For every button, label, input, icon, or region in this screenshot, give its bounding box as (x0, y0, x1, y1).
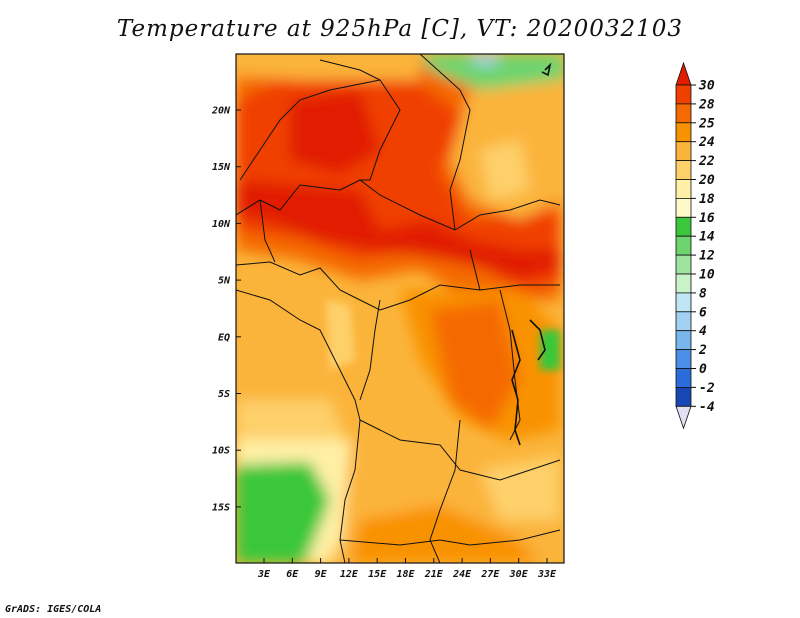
lon-tick-label: 33E (537, 569, 557, 580)
colorbar-label: 6 (699, 305, 707, 320)
country-borders (236, 54, 561, 563)
colorbar-label: 30 (698, 79, 715, 94)
lon-tick-label: 21E (424, 569, 444, 580)
colorbar-segment (675, 179, 692, 199)
colorbar-segment (675, 141, 692, 161)
credit-label: GrADS: IGES/COLA (5, 604, 102, 615)
longitude-axis: 3E 6E 9E 12E 15E 18E 21E 24E 27E 30E 33E (257, 558, 557, 580)
chart-title: Temperature at 925hPa [C], VT: 202003210… (116, 16, 684, 42)
colorbar-segment (675, 368, 692, 388)
colorbar-label: 12 (699, 249, 715, 264)
colorbar-segment (675, 235, 692, 256)
lon-tick-label: 3E (257, 569, 271, 580)
lat-tick-label: 15N (212, 162, 231, 173)
colorbar-segment (675, 330, 692, 351)
colorbar-segment (675, 311, 692, 332)
lon-tick-label: 12E (340, 569, 359, 580)
colorbar-under-arrow (675, 405, 692, 430)
lat-tick-label: 15S (212, 502, 230, 513)
colorbar-label: 2 (698, 343, 707, 358)
lon-tick-label: 15E (368, 569, 387, 580)
lon-tick-label: 24E (452, 569, 472, 580)
colorbar-segment (675, 103, 692, 124)
latitude-axis: 20N 15N 10N 5N EQ 5S 10S 15S (211, 106, 241, 513)
temperature-field (236, 54, 564, 563)
lat-tick-label: 10N (212, 219, 231, 230)
colorbar-label: 10 (699, 268, 715, 283)
colorbar-label: -2 (699, 381, 715, 396)
lat-tick-label: 5S (218, 389, 230, 400)
colorbar-segment (675, 273, 692, 294)
lon-tick-label: 6E (286, 569, 299, 580)
colorbar-segment (675, 84, 692, 105)
colorbar-label: 25 (698, 116, 715, 131)
lon-tick-label: 27E (480, 569, 500, 580)
colorbar-label: 18 (699, 192, 715, 207)
colorbar-segment (675, 386, 692, 407)
colorbar-label: 20 (698, 173, 715, 188)
colorbar-segment (675, 292, 692, 313)
colorbar-segment (675, 122, 692, 143)
colorbar-segment (675, 216, 692, 237)
colorbar-label: 4 (699, 324, 707, 339)
colorbar-label: 14 (699, 230, 715, 245)
colorbar-label: 16 (699, 211, 715, 226)
colorbar-label: 22 (698, 154, 715, 169)
lon-tick-label: 18E (396, 569, 415, 580)
map-frame (235, 53, 565, 564)
colorbar-over-arrow (675, 61, 692, 86)
colorbar-label: 8 (699, 286, 707, 301)
colorbar-label: 24 (698, 135, 715, 150)
colorbar-label: 0 (699, 362, 707, 377)
lon-tick-label: 30E (509, 569, 529, 580)
lat-tick-label: 5N (218, 276, 231, 287)
lon-tick-label: 9E (315, 569, 328, 580)
lat-tick-label: EQ (218, 332, 230, 343)
colorbar-segment (675, 160, 692, 180)
colorbar-label: -4 (699, 400, 715, 415)
colorbar-segment (675, 197, 692, 218)
colorbar-segment (675, 349, 692, 369)
lat-tick-label: 10S (212, 446, 230, 457)
colorbar-segment (675, 254, 692, 275)
colorbar-label: 28 (698, 97, 715, 112)
lat-tick-label: 20N (211, 106, 231, 117)
